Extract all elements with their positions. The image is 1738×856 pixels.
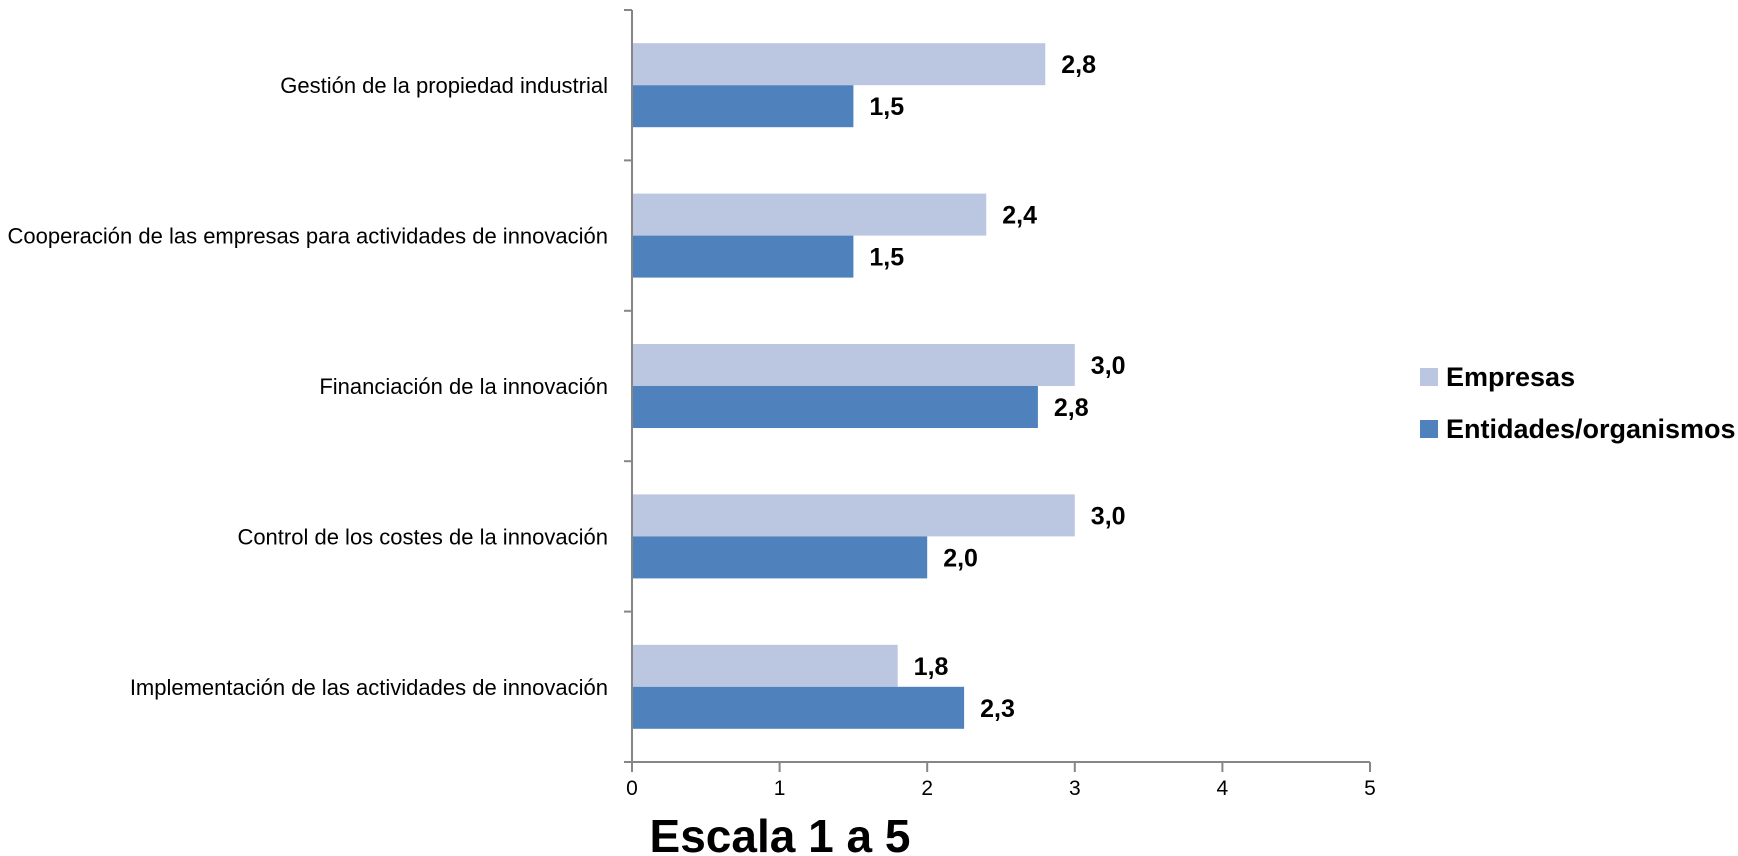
category-label: Gestión de la propiedad industrial <box>280 73 608 98</box>
legend-label: Entidades/organismos <box>1446 414 1736 444</box>
x-tick-label: 1 <box>774 777 786 800</box>
legend-label: Empresas <box>1446 362 1575 392</box>
bar-entidades <box>632 386 1038 428</box>
axes <box>624 9 1371 772</box>
category-label: Control de los costes de la innovación <box>237 524 608 549</box>
data-label: 1,5 <box>869 244 904 272</box>
data-label: 1,5 <box>869 93 904 121</box>
bar-empresas <box>632 193 987 236</box>
category-label: Cooperación de las empresas para activid… <box>8 224 608 249</box>
legend-swatch <box>1420 368 1438 386</box>
bars <box>632 43 1075 729</box>
data-label: 3,0 <box>1091 502 1126 530</box>
x-tick-label: 3 <box>1069 777 1081 800</box>
bar-entidades <box>632 85 854 128</box>
legend-swatch <box>1420 420 1438 438</box>
data-label: 2,3 <box>980 695 1015 723</box>
category-label: Implementación de las actividades de inn… <box>130 675 608 700</box>
data-label: 1,8 <box>914 653 949 681</box>
data-label: 2,4 <box>1002 202 1037 230</box>
x-tick-label: 4 <box>1217 777 1229 800</box>
data-label: 3,0 <box>1091 352 1126 380</box>
x-axis-title: Escala 1 a 5 <box>650 810 911 856</box>
value-labels: 2,81,52,41,53,02,83,02,01,82,3 <box>869 51 1125 723</box>
bar-empresas <box>632 43 1046 86</box>
bar-entidades <box>632 235 854 278</box>
bar-empresas <box>632 494 1075 537</box>
x-tick-label: 2 <box>921 777 933 800</box>
data-label: 2,0 <box>943 544 978 572</box>
bar-empresas <box>632 644 898 687</box>
data-label: 2,8 <box>1054 394 1089 422</box>
bar-entidades <box>632 536 928 579</box>
x-tick-label: 0 <box>626 777 638 800</box>
x-tick-label: 5 <box>1364 777 1376 800</box>
bar-empresas <box>632 344 1075 386</box>
category-labels: Gestión de la propiedad industrial Cooper… <box>8 73 608 700</box>
data-label: 2,8 <box>1061 51 1096 79</box>
category-label: Financiación de la innovación <box>319 374 608 399</box>
x-tick-labels: 0 1 2 3 4 5 <box>626 777 1376 800</box>
legend: Empresas Entidades/organismos <box>1420 362 1736 444</box>
bar-entidades <box>632 686 965 729</box>
